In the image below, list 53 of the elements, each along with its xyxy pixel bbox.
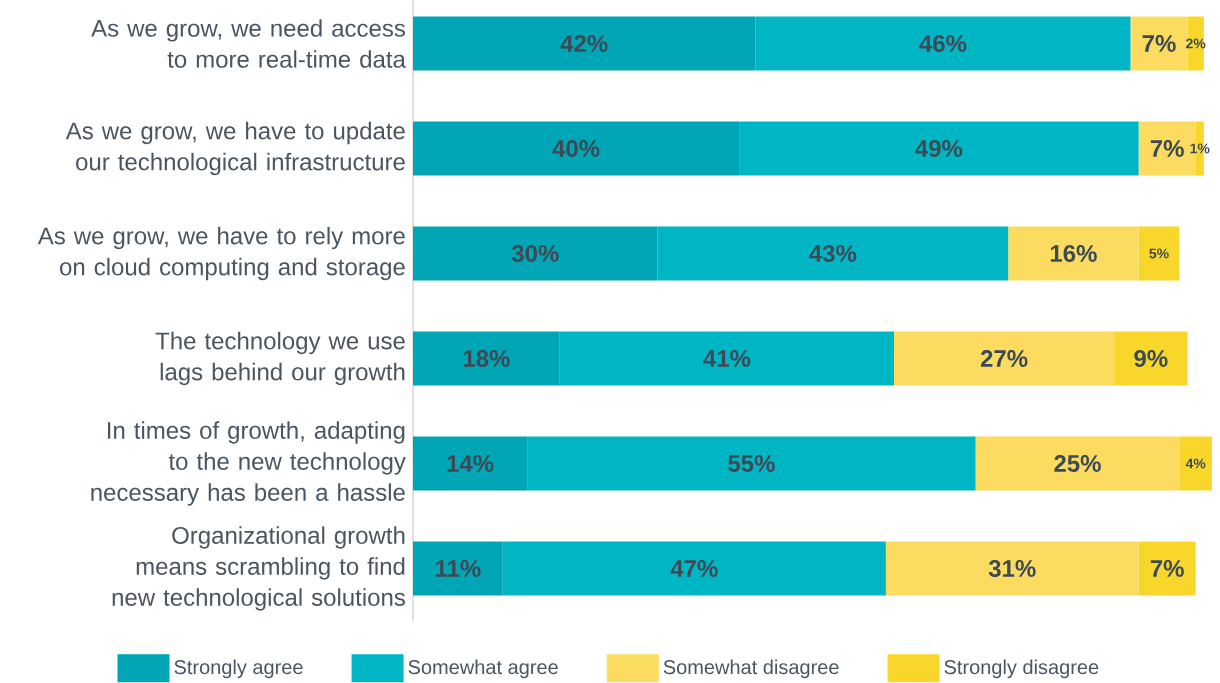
data-label: 30% <box>511 244 559 263</box>
bar <box>413 226 658 281</box>
data-label: 18% <box>463 350 510 367</box>
bar <box>413 121 740 176</box>
bar <box>1114 331 1188 386</box>
y-tick-label: In times of growth, adapting to the new technology necessary has been a hassle <box>91 421 406 506</box>
data-label: 27% <box>980 350 1028 367</box>
data-label: 7% <box>1150 560 1184 577</box>
y-tick-label: As we grow, we need access to more real-time data <box>91 19 406 68</box>
bar <box>975 436 1180 491</box>
bar <box>739 121 1139 176</box>
data-label: 16% <box>1050 245 1097 262</box>
bar <box>413 541 503 596</box>
data-label: 4% <box>1185 458 1206 469</box>
data-label: 5% <box>1149 248 1169 259</box>
bar <box>885 541 1139 596</box>
y-tick-label: The technology we use lags behind our growth <box>155 331 405 386</box>
data-label: 11% <box>436 560 481 577</box>
bar <box>1138 226 1180 281</box>
bar <box>502 541 886 596</box>
y-tick-label: As we grow, we have to update our technological infrastructure <box>65 121 405 176</box>
data-label: 55% <box>728 455 775 472</box>
data-label: 41% <box>703 350 751 367</box>
data-label: 31% <box>988 559 1036 578</box>
data-label: 14% <box>447 455 494 472</box>
bar <box>413 331 560 386</box>
bar <box>894 331 1115 386</box>
bar <box>413 436 528 491</box>
bar <box>527 436 976 491</box>
legend-label: Somewhat agree <box>408 659 558 679</box>
bar <box>1179 436 1212 491</box>
y-tick-label: As we grow, we have to rely more on cloud computing and storage <box>37 226 405 281</box>
data-label: 7% <box>1142 35 1176 52</box>
data-label: 47% <box>670 560 718 577</box>
bar <box>1138 541 1196 596</box>
bar <box>559 331 895 386</box>
data-label: 9% <box>1134 350 1168 367</box>
data-label: 40% <box>552 140 600 157</box>
bar <box>1008 226 1139 281</box>
data-label: 42% <box>560 35 608 52</box>
data-label: 25% <box>1054 455 1101 472</box>
bar <box>657 226 1009 281</box>
data-label: 43% <box>809 244 857 263</box>
y-tick-label: Organizational growth means scrambling to find new technological solutions <box>112 526 405 611</box>
data-label: 7% <box>1150 140 1184 157</box>
legend-label: Strongly disagree <box>944 659 1099 679</box>
data-label: 49% <box>915 140 963 157</box>
bar <box>1130 16 1188 71</box>
legend-label: Somewhat disagree <box>663 659 839 679</box>
bar <box>413 16 756 71</box>
legend-label: Strongly agree <box>174 659 303 679</box>
bar <box>755 16 1131 71</box>
data-label: 46% <box>919 35 967 52</box>
